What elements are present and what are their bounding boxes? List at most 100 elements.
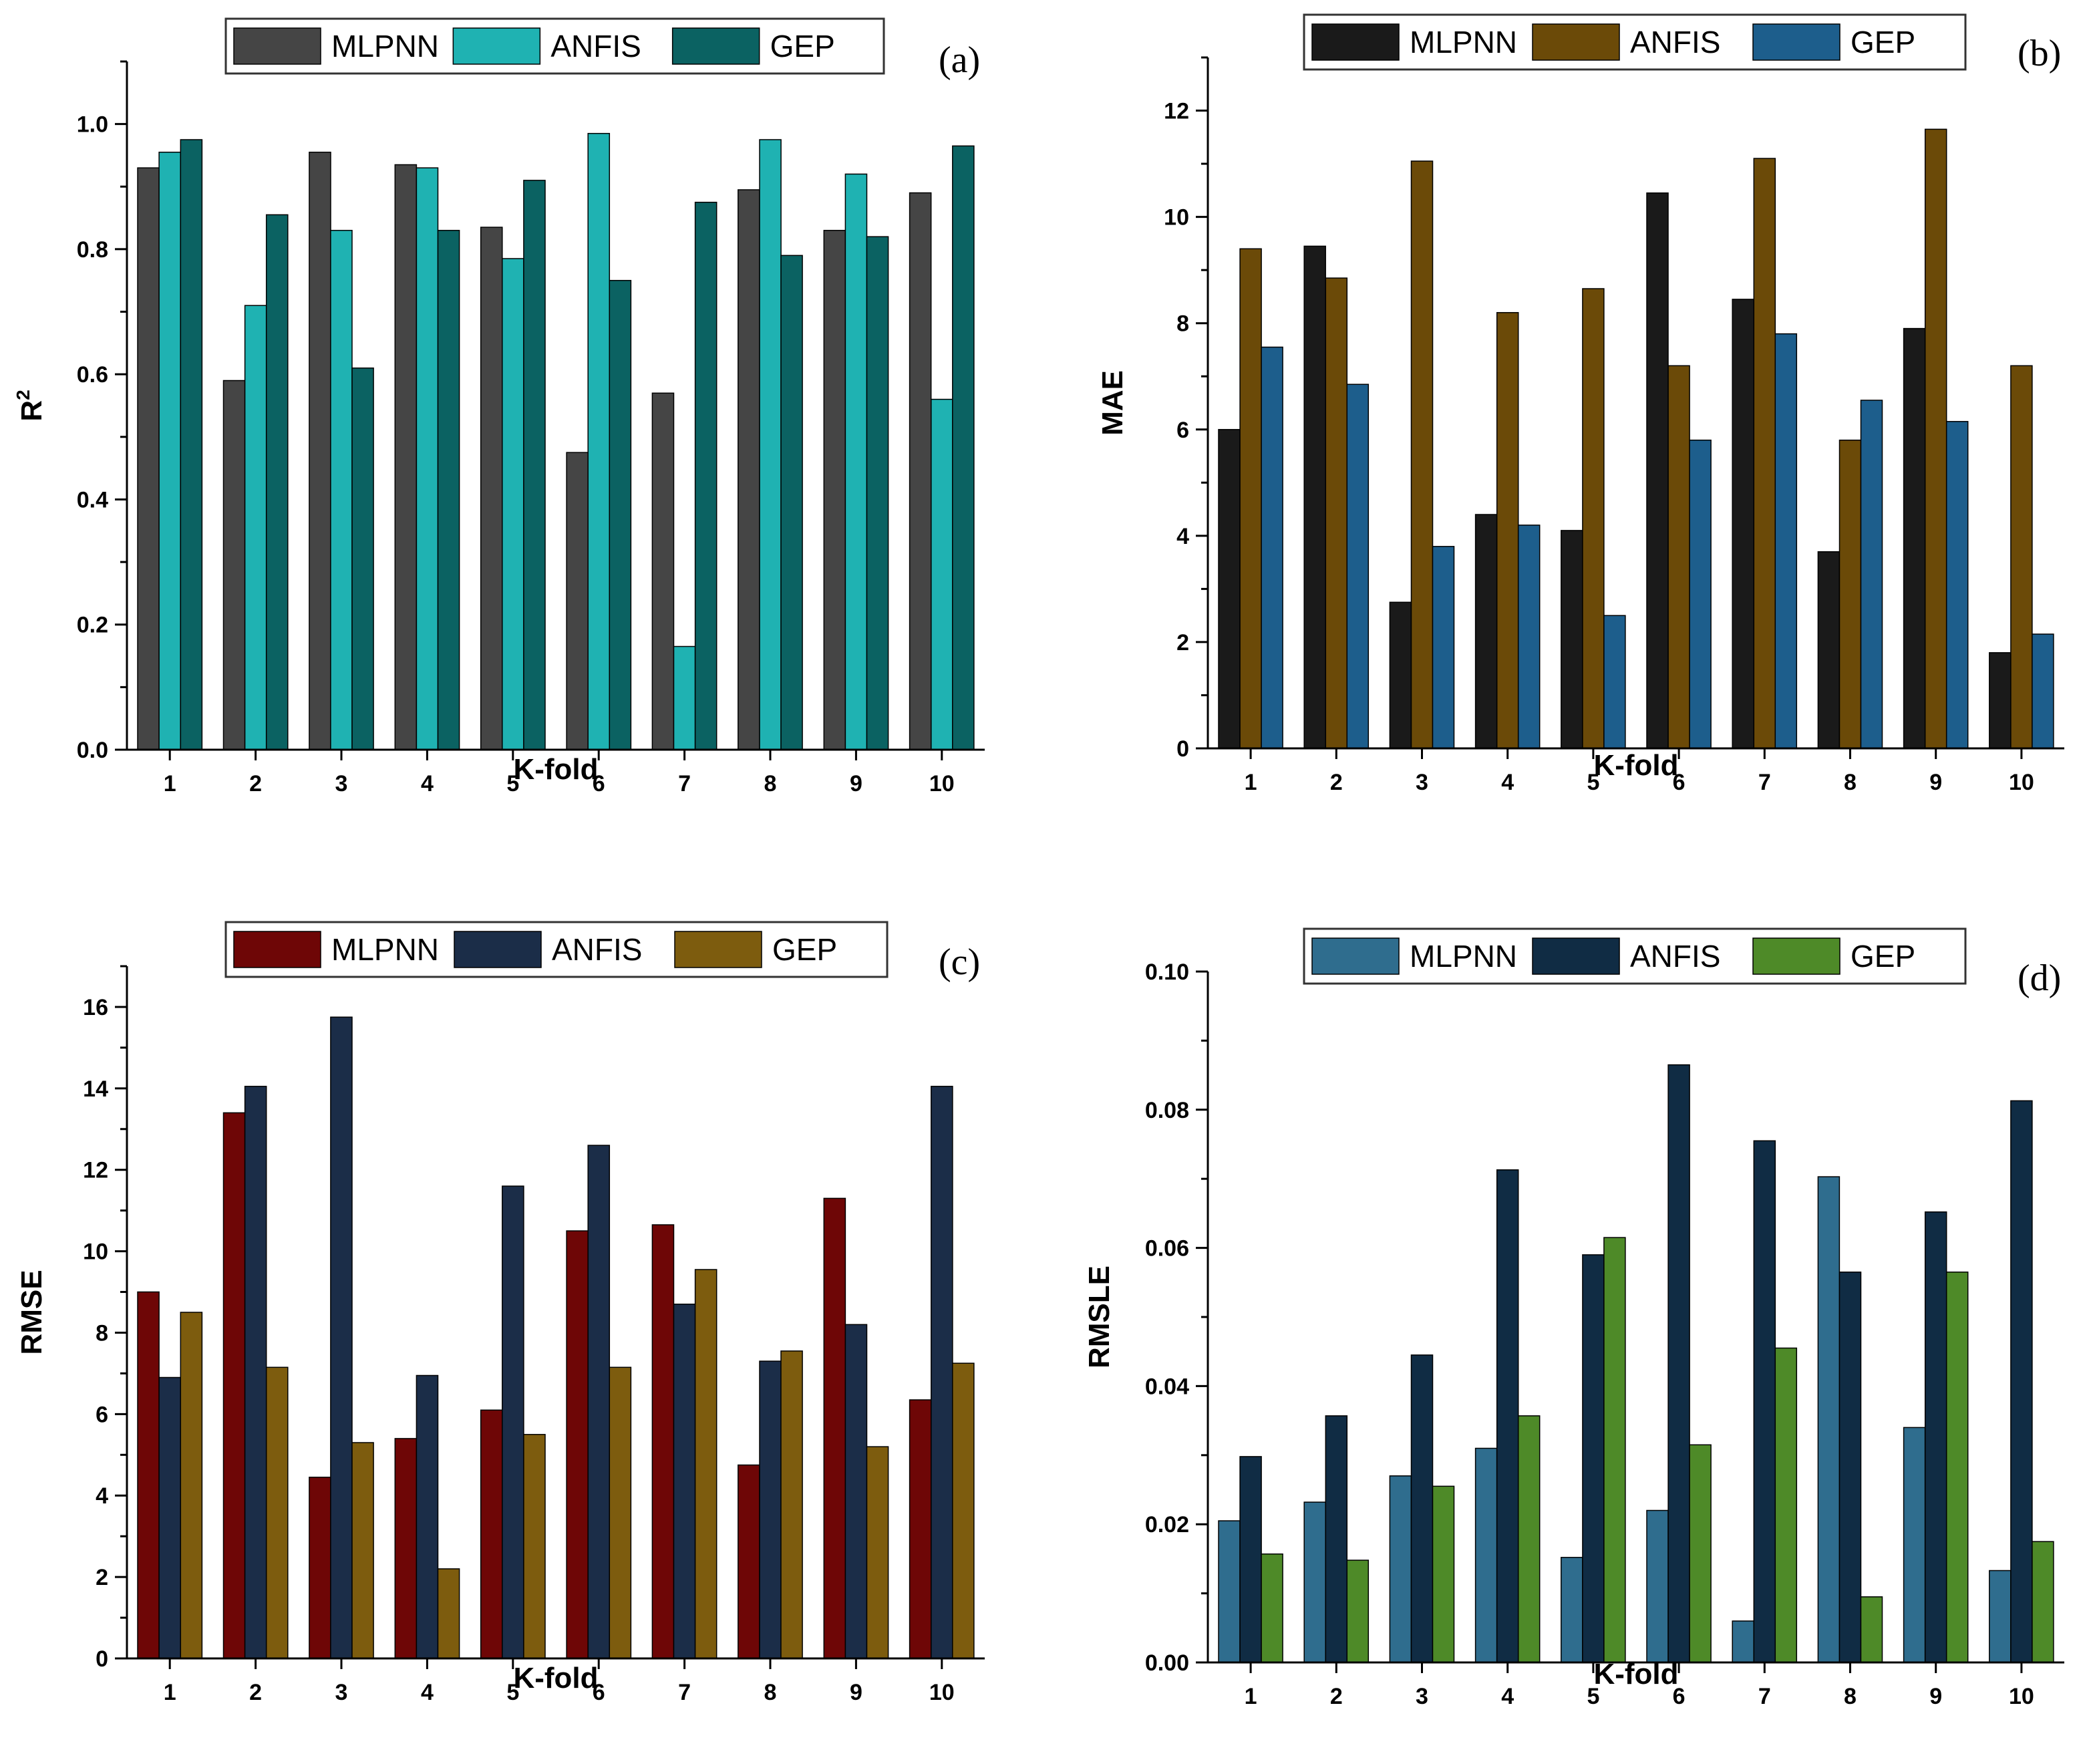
bar-mlpnn-fold-3	[1389, 601, 1412, 749]
bar-gep-fold-3	[351, 1442, 374, 1659]
bar-mlpnn-fold-1	[1218, 429, 1241, 749]
bar-mlpnn-fold-7	[1732, 1620, 1754, 1663]
bar-mlpnn-fold-5	[1561, 530, 1583, 749]
x-tick-label-fold-6: 6	[1673, 1684, 1686, 1709]
bar-mlpnn-fold-10	[909, 1399, 932, 1659]
bar-gep-fold-9	[1945, 1272, 1969, 1663]
bar-anfis-fold-7	[673, 1304, 696, 1659]
legend-label-mlpnn: MLPNN	[331, 932, 439, 967]
bar-gep-fold-10	[2032, 633, 2054, 749]
bar-mlpnn-fold-10	[1989, 1570, 2012, 1663]
bar-anfis-fold-3	[1410, 1354, 1434, 1663]
legend-swatch-anfis	[1532, 23, 1620, 61]
bar-gep-fold-1	[1261, 1553, 1283, 1663]
y-tick-label: 12	[83, 1158, 108, 1183]
bar-gep-fold-1	[180, 139, 203, 750]
y-axis-title: MAE	[1096, 370, 1129, 436]
x-tick-label-fold-2: 2	[1330, 770, 1343, 795]
x-tick-label-fold-3: 3	[335, 1680, 348, 1705]
bar-anfis-fold-9	[844, 1324, 868, 1659]
bar-anfis-fold-2	[244, 1086, 267, 1659]
bar-anfis-fold-5	[502, 258, 524, 750]
bar-gep-fold-3	[1432, 1485, 1455, 1663]
x-tick-label-fold-6: 6	[1673, 770, 1686, 795]
bar-gep-fold-4	[437, 230, 460, 750]
bar-gep-fold-10	[952, 145, 975, 750]
bar-gep-fold-8	[1860, 1596, 1883, 1663]
bar-mlpnn-fold-6	[566, 1230, 589, 1659]
legend-label-mlpnn: MLPNN	[331, 29, 439, 63]
legend-label-anfis: ANFIS	[552, 932, 642, 967]
bar-anfis-fold-5	[502, 1185, 524, 1659]
bar-gep-fold-5	[1603, 1237, 1626, 1663]
bar-gep-fold-1	[1261, 346, 1283, 749]
bar-mlpnn-fold-8	[738, 1464, 760, 1659]
bar-anfis-fold-9	[1924, 128, 1947, 749]
bar-anfis-fold-1	[1239, 248, 1262, 749]
y-tick-label: 4	[1176, 524, 1189, 549]
panel-label: (c)	[939, 941, 980, 983]
legend-box	[1303, 927, 1967, 985]
bar-anfis-fold-9	[844, 173, 868, 750]
bar-gep-fold-3	[351, 368, 374, 750]
x-tick-label-fold-9: 9	[1929, 770, 1942, 795]
bar-anfis-fold-6	[1667, 365, 1690, 749]
legend-label-mlpnn: MLPNN	[1410, 939, 1517, 974]
y-axis-title: RMSE	[15, 1270, 48, 1354]
legend-label-anfis: ANFIS	[1630, 25, 1720, 59]
bar-anfis-fold-10	[931, 398, 953, 750]
bar-mlpnn-fold-8	[738, 189, 760, 750]
bar-mlpnn-fold-2	[222, 380, 246, 750]
y-axis-title-main: R	[15, 400, 48, 422]
x-tick-label-fold-9: 9	[1929, 1684, 1942, 1709]
x-tick-label-fold-4: 4	[1501, 1684, 1514, 1709]
bar-mlpnn-fold-10	[1989, 652, 2012, 749]
bar-mlpnn-fold-1	[1218, 1520, 1241, 1663]
bar-anfis-fold-6	[1667, 1064, 1690, 1663]
bar-gep-fold-10	[2032, 1541, 2054, 1663]
y-axis-title-main: RMSLE	[1083, 1266, 1116, 1368]
y-tick-label: 2	[1176, 630, 1189, 655]
y-tick-label: 8	[1176, 311, 1189, 337]
bar-gep-fold-1	[180, 1312, 203, 1659]
bar-anfis-fold-4	[1496, 1169, 1519, 1663]
bar-gep-fold-6	[609, 279, 632, 750]
bar-anfis-fold-3	[1410, 160, 1434, 749]
bar-anfis-fold-7	[1753, 1140, 1776, 1663]
x-tick-label-fold-7: 7	[1758, 770, 1771, 795]
bar-gep-fold-4	[1517, 1415, 1541, 1663]
bar-mlpnn-fold-7	[1732, 299, 1754, 749]
panel-d-rmsle-chart: 0.00 0.02 0.04 0.06 0.08 0.10 1 2 3 4 5 6 7 8 9 10 K-fol…	[1083, 927, 2064, 1709]
bar-anfis-fold-4	[416, 1374, 439, 1659]
x-axis-title: K-fold	[513, 753, 598, 786]
bar-anfis-fold-8	[759, 139, 782, 750]
legend-swatch-gep	[1752, 23, 1841, 61]
bar-anfis-fold-8	[1838, 439, 1862, 749]
bar-mlpnn-fold-3	[1389, 1475, 1412, 1663]
bar-mlpnn-fold-9	[1903, 327, 1926, 749]
bar-anfis-fold-3	[330, 230, 353, 750]
bar-mlpnn-fold-4	[1474, 514, 1498, 749]
bar-anfis-fold-1	[1239, 1456, 1262, 1663]
bar-mlpnn-fold-9	[823, 230, 846, 750]
panel-label: (d)	[2018, 958, 2061, 999]
bar-gep-fold-8	[780, 255, 803, 750]
panel-a-r2-chart: 0.00.20.40.60.81.01 2 3 4 5 6 7 8 9 10K-foldR2MLP…	[13, 17, 985, 796]
x-tick-label-fold-9: 9	[850, 1680, 862, 1705]
bar-mlpnn-fold-1	[137, 1291, 160, 1659]
bar-mlpnn-fold-3	[309, 1477, 331, 1659]
legend-label-anfis: ANFIS	[550, 29, 641, 63]
legend-swatch-gep	[1752, 937, 1841, 975]
bar-mlpnn-fold-3	[309, 152, 331, 750]
y-tick-label: 0.08	[1145, 1098, 1189, 1123]
x-tick-label-fold-2: 2	[249, 1680, 262, 1705]
bar-mlpnn-fold-4	[394, 1438, 418, 1659]
legend-swatch-mlpnn	[1311, 937, 1400, 975]
bar-anfis-fold-10	[2010, 1100, 2033, 1663]
y-tick-label: 12	[1164, 99, 1189, 124]
y-tick-label: 16	[83, 995, 108, 1020]
bar-gep-fold-5	[523, 1434, 546, 1659]
legend-swatch-mlpnn	[1311, 23, 1400, 61]
x-tick-label-fold-2: 2	[1330, 1684, 1343, 1709]
bar-gep-fold-9	[1945, 421, 1969, 749]
